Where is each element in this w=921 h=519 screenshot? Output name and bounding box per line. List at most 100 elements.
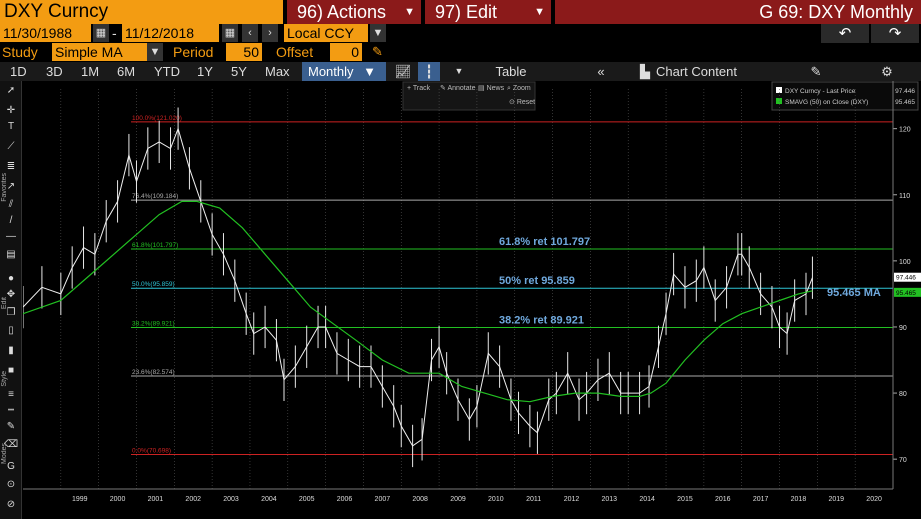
graph-title: G 69: DXY Monthly	[555, 0, 921, 24]
chart-type-chevron-down-icon[interactable]: ▼	[454, 66, 464, 76]
redo-icon[interactable]: ↷	[871, 24, 919, 43]
ticker-title[interactable]: DXY Curncy	[0, 0, 283, 24]
track-button[interactable]: + Track	[407, 85, 431, 92]
fib-level-label: 61.8%(101.797)	[132, 242, 178, 249]
x-tick-label: 1999	[72, 496, 88, 503]
actions-menu[interactable]: 96) Actions ▼	[287, 0, 421, 24]
format-icon[interactable]: ▮	[8, 345, 14, 356]
next-arrow-icon[interactable]: ›	[262, 24, 278, 42]
chart-background	[23, 81, 921, 519]
move-icon[interactable]: ✥	[6, 289, 16, 300]
x-tick-label: 2016	[715, 496, 731, 503]
period-5y[interactable]: 5Y	[231, 64, 247, 79]
chart-content-icon: ▙	[640, 64, 650, 79]
study-chevron-down-icon[interactable]: ▼	[147, 43, 163, 61]
copy-icon[interactable]: ❐	[6, 307, 16, 318]
horizontal-line-icon[interactable]: —	[6, 231, 16, 242]
period-field[interactable]: 50	[226, 43, 262, 61]
y-tick-label: 110	[899, 193, 910, 200]
fibonacci-icon[interactable]: ≣	[6, 161, 16, 172]
end-calendar-icon[interactable]: ▦	[222, 24, 238, 42]
period-1y[interactable]: 1Y	[197, 64, 213, 79]
x-tick-label: 2004	[261, 496, 277, 503]
delete-icon[interactable]: ▯	[8, 325, 14, 336]
period-1d[interactable]: 1D	[10, 64, 27, 79]
currency-chevron-down-icon[interactable]: ▼	[370, 24, 386, 42]
style-side-label: Style	[1, 371, 8, 387]
chart-content-button[interactable]: Chart Content	[656, 64, 737, 79]
offset-field[interactable]: 0	[330, 43, 362, 61]
zoom-button[interactable]: ⌕ Zoom	[507, 85, 531, 92]
currency-field[interactable]: Local CCY	[284, 24, 368, 42]
study-field[interactable]: Simple MA	[52, 43, 147, 61]
offset-label: Offset	[276, 44, 314, 60]
news-button[interactable]: ▤ News	[478, 85, 505, 92]
period-6m[interactable]: 6M	[117, 64, 136, 79]
line-width-icon[interactable]: ≡	[8, 389, 14, 400]
trendline-icon[interactable]: ⟋	[7, 141, 15, 152]
x-tick-label: 2013	[602, 496, 618, 503]
frequency-chevron-down-icon: ▼	[363, 64, 377, 79]
fib-level-label: 23.6%(82.574)	[132, 369, 175, 376]
pencil-icon[interactable]: ✎	[372, 44, 383, 59]
end-date-field[interactable]: 11/12/2018	[122, 24, 219, 42]
edit-menu[interactable]: 97) Edit ▼	[425, 0, 551, 24]
legend-value-price: 97.446	[895, 88, 915, 95]
fib-level-label: 50.0%(95.859)	[132, 281, 175, 288]
y-tick-label: 80	[899, 391, 907, 398]
study-label: Study	[2, 44, 38, 60]
magnet-icon[interactable]: G	[7, 461, 15, 472]
period-label: Period	[173, 44, 214, 60]
title-bar: DXY Curncy 96) Actions ▼ 97) Edit ▼ G 69…	[0, 0, 921, 24]
draw-line-icon[interactable]: /	[9, 215, 13, 226]
period-3d[interactable]: 3D	[46, 64, 63, 79]
start-calendar-icon[interactable]: ▦	[93, 24, 109, 42]
undo-icon[interactable]: ↶	[821, 24, 869, 43]
x-tick-label: 2020	[866, 496, 882, 503]
frequency-dropdown[interactable]: Monthly ▼	[302, 62, 386, 81]
fib-level-label: 76.4%(109.184)	[132, 193, 178, 200]
x-tick-label: 2015	[677, 496, 693, 503]
period-1m[interactable]: 1M	[81, 64, 100, 79]
dash-icon[interactable]: ┅	[7, 405, 15, 416]
annotation-layer: 61.8% ret 101.797 50% ret 95.859 38.2% ret…	[499, 236, 881, 327]
bar-chart-icon[interactable]: ┇	[418, 62, 440, 81]
pen-icon[interactable]: ✎	[6, 421, 16, 432]
hide-icon[interactable]: ⊘	[6, 499, 16, 510]
color-icon[interactable]: ●	[7, 273, 15, 284]
start-date-field[interactable]: 11/30/1988	[0, 24, 91, 42]
y-tick-label: 90	[899, 325, 907, 332]
period-max[interactable]: Max	[265, 64, 290, 79]
cursor-icon[interactable]: ➚	[6, 85, 16, 96]
lock-icon[interactable]: ⊙	[6, 479, 16, 490]
text-icon[interactable]: T	[7, 121, 15, 132]
legend-value-ma: 95.465	[895, 99, 915, 106]
line-style-icon[interactable]: ■	[7, 365, 15, 376]
crosshair-icon[interactable]: ✛	[6, 105, 16, 116]
y-tick-label: 100	[899, 259, 911, 266]
fib-level-label: 0.0%(70.698)	[132, 448, 171, 455]
legend-label-price: DXY Curncy - Last Price	[785, 88, 856, 95]
actions-chevron-down-icon: ▼	[404, 6, 415, 18]
eraser-icon[interactable]: ⌫	[4, 439, 19, 450]
settings-gear-icon[interactable]: ⚙	[881, 64, 893, 79]
annotate-button[interactable]: ✎ Annotate	[440, 85, 476, 92]
collapse-icon[interactable]: «	[597, 64, 605, 79]
x-tick-label: 2008	[412, 496, 428, 503]
line-chart-icon[interactable]: 📈︎	[394, 64, 412, 79]
rectangle-icon[interactable]: ▤	[6, 249, 16, 260]
arrow-icon[interactable]: ↗	[6, 181, 16, 192]
table-button[interactable]: Table	[495, 64, 527, 79]
period-ytd[interactable]: YTD	[154, 64, 180, 79]
price-chart[interactable]: + Track ✎ Annotate ▤ News ⌕ Zoom ⊙ Reset…	[22, 81, 921, 519]
prev-arrow-icon[interactable]: ‹	[242, 24, 258, 42]
axis-layer: 70 80 90 100 110 120 97.446 95.465 1999 2000 2001 2…	[23, 81, 921, 503]
x-tick-label: 2010	[488, 496, 504, 503]
x-tick-label: 2005	[299, 496, 315, 503]
channel-icon[interactable]: ⫽	[8, 199, 14, 210]
mini-toolbar-frame	[402, 81, 536, 111]
chart-area[interactable]: + Track ✎ Annotate ▤ News ⌕ Zoom ⊙ Reset…	[22, 81, 921, 519]
reset-button[interactable]: ⊙ Reset	[509, 99, 535, 106]
edit-label: 97) Edit	[435, 2, 498, 22]
edit-chart-icon[interactable]: ✎	[810, 64, 822, 79]
